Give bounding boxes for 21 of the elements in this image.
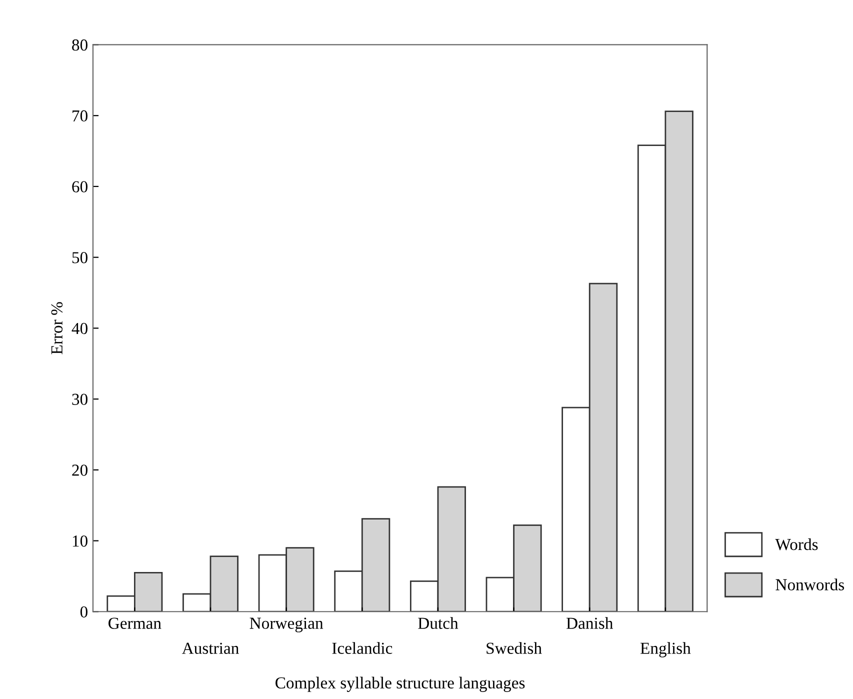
x-tick-label: Swedish xyxy=(486,642,542,654)
y-tick-label: 10 xyxy=(72,535,88,547)
y-tick-label: 60 xyxy=(72,181,88,192)
x-tick-label: Norwegian xyxy=(250,618,324,632)
legend-label: Nonwords xyxy=(776,578,844,590)
y-tick-label: 20 xyxy=(72,464,88,476)
y-axis-title: Error % xyxy=(51,302,63,354)
x-tick-label: German xyxy=(108,618,162,629)
y-tick-label: 30 xyxy=(72,394,88,405)
y-tick-label: 50 xyxy=(72,252,88,264)
y-tick-label: 40 xyxy=(72,322,88,334)
x-tick-label: English xyxy=(640,642,691,658)
y-tick-label: 70 xyxy=(72,110,88,122)
x-tick-label: Dutch xyxy=(418,617,458,629)
y-tick-label: 80 xyxy=(72,39,88,51)
x-axis-title: Complex syllable structure languages xyxy=(276,676,525,692)
y-tick-label: 0 xyxy=(80,606,88,618)
x-tick-label: Icelandic xyxy=(332,642,392,654)
x-tick-label: Austrian xyxy=(182,642,239,654)
legend-label: Words xyxy=(775,538,818,550)
x-tick-label: Danish xyxy=(566,617,613,629)
